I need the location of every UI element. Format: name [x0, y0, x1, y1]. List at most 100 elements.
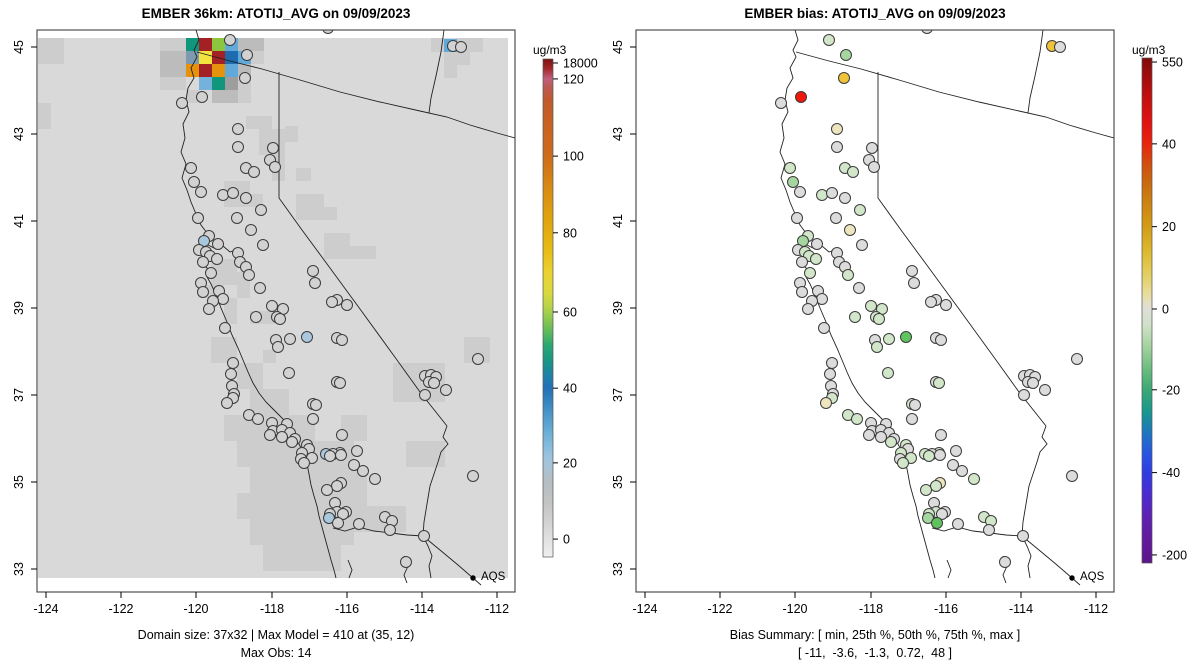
station-marker	[266, 300, 278, 312]
grid-cell	[38, 103, 51, 129]
station-marker	[284, 333, 296, 345]
station-marker	[810, 253, 822, 265]
y-axis-tick-label: 43	[611, 127, 625, 141]
state-border-line	[779, 30, 936, 579]
grid-cell	[406, 441, 445, 467]
station-marker	[775, 97, 787, 109]
station-marker	[243, 269, 255, 281]
plot-box	[36, 29, 516, 593]
grid-cell	[285, 126, 298, 142]
station-marker	[274, 313, 286, 325]
station-marker	[787, 176, 799, 188]
station-marker	[205, 267, 217, 279]
station-marker	[853, 282, 865, 294]
station-marker	[885, 436, 897, 448]
station-marker	[467, 470, 479, 482]
station-marker	[823, 34, 835, 46]
station-marker	[839, 192, 851, 204]
y-axis-tick-label: 35	[611, 475, 625, 489]
state-border-line	[877, 72, 1047, 427]
y-axis-tick-label: 41	[611, 214, 625, 228]
station-marker	[301, 331, 313, 343]
station-marker	[923, 450, 935, 462]
state-border-line	[422, 535, 482, 586]
station-marker	[250, 311, 262, 323]
x-axis-tick-label: -124	[632, 602, 657, 616]
station-marker	[326, 296, 338, 308]
station-marker	[245, 224, 257, 236]
station-marker	[400, 556, 412, 568]
grid-cell	[186, 38, 199, 51]
grid-cell	[296, 168, 311, 181]
grid-cell	[246, 116, 272, 129]
station-marker	[935, 429, 947, 441]
state-border-line	[422, 425, 449, 579]
station-marker	[428, 377, 440, 389]
station-marker	[324, 450, 336, 462]
station-marker	[419, 389, 431, 401]
station-marker	[225, 368, 237, 380]
station-marker	[791, 212, 803, 224]
state-border-line	[931, 526, 1023, 537]
x-axis-tick-label: -118	[260, 602, 284, 616]
station-marker	[298, 457, 310, 469]
station-marker	[211, 253, 223, 265]
bias-colorbar	[1141, 57, 1153, 564]
station-marker	[851, 413, 863, 425]
state-border-line	[332, 526, 424, 537]
station-marker	[241, 49, 253, 61]
station-marker	[217, 293, 229, 305]
station-marker	[830, 212, 842, 224]
station-marker	[1071, 353, 1083, 365]
station-marker	[863, 429, 875, 441]
x-axis-tick-label: -112	[1084, 602, 1108, 616]
station-marker	[816, 189, 828, 201]
station-marker	[336, 334, 348, 346]
station-marker	[794, 186, 806, 198]
station-marker	[227, 187, 239, 199]
grid-cell	[296, 194, 324, 220]
right-colorbar-unit-label: ug/m3	[1132, 43, 1166, 57]
right-caption-line2: [ -11, -3.6, -1.3, 0.72, 48 ]	[797, 646, 953, 660]
grid-cell	[263, 350, 276, 363]
station-marker	[854, 204, 866, 216]
grid-cell	[250, 194, 263, 207]
station-marker	[838, 72, 850, 84]
station-marker	[264, 429, 276, 441]
station-marker	[276, 431, 288, 443]
station-marker	[856, 239, 868, 251]
y-axis-tick-label: 39	[12, 301, 26, 315]
station-marker	[231, 212, 243, 224]
station-marker	[321, 484, 333, 496]
station-marker	[357, 465, 369, 477]
grid-cell	[199, 38, 212, 51]
station-marker	[900, 331, 912, 343]
station-marker	[255, 204, 267, 216]
y-axis-tick-label: 41	[12, 214, 26, 228]
station-marker	[369, 473, 381, 485]
colorbar-tick-label: 20	[563, 456, 577, 470]
station-marker	[883, 333, 895, 345]
station-marker	[310, 399, 322, 411]
station-marker	[897, 457, 909, 469]
station-marker	[224, 34, 236, 46]
station-marker	[811, 238, 823, 250]
station-marker	[221, 397, 233, 409]
station-marker	[873, 313, 885, 325]
station-marker	[248, 166, 260, 178]
y-axis-tick-label: 39	[611, 301, 625, 315]
station-marker	[212, 238, 224, 250]
station-marker	[824, 368, 836, 380]
station-marker	[197, 256, 209, 268]
station-marker	[455, 41, 467, 53]
station-marker	[192, 212, 204, 224]
y-axis-tick-label: 43	[12, 127, 26, 141]
grid-cell	[212, 90, 238, 103]
state-border-line	[1021, 425, 1048, 579]
station-marker	[188, 176, 200, 188]
grid-cell	[225, 77, 238, 90]
grid-cell	[225, 64, 238, 77]
station-marker	[185, 162, 197, 174]
station-marker	[956, 465, 968, 477]
station-marker	[1039, 384, 1051, 396]
